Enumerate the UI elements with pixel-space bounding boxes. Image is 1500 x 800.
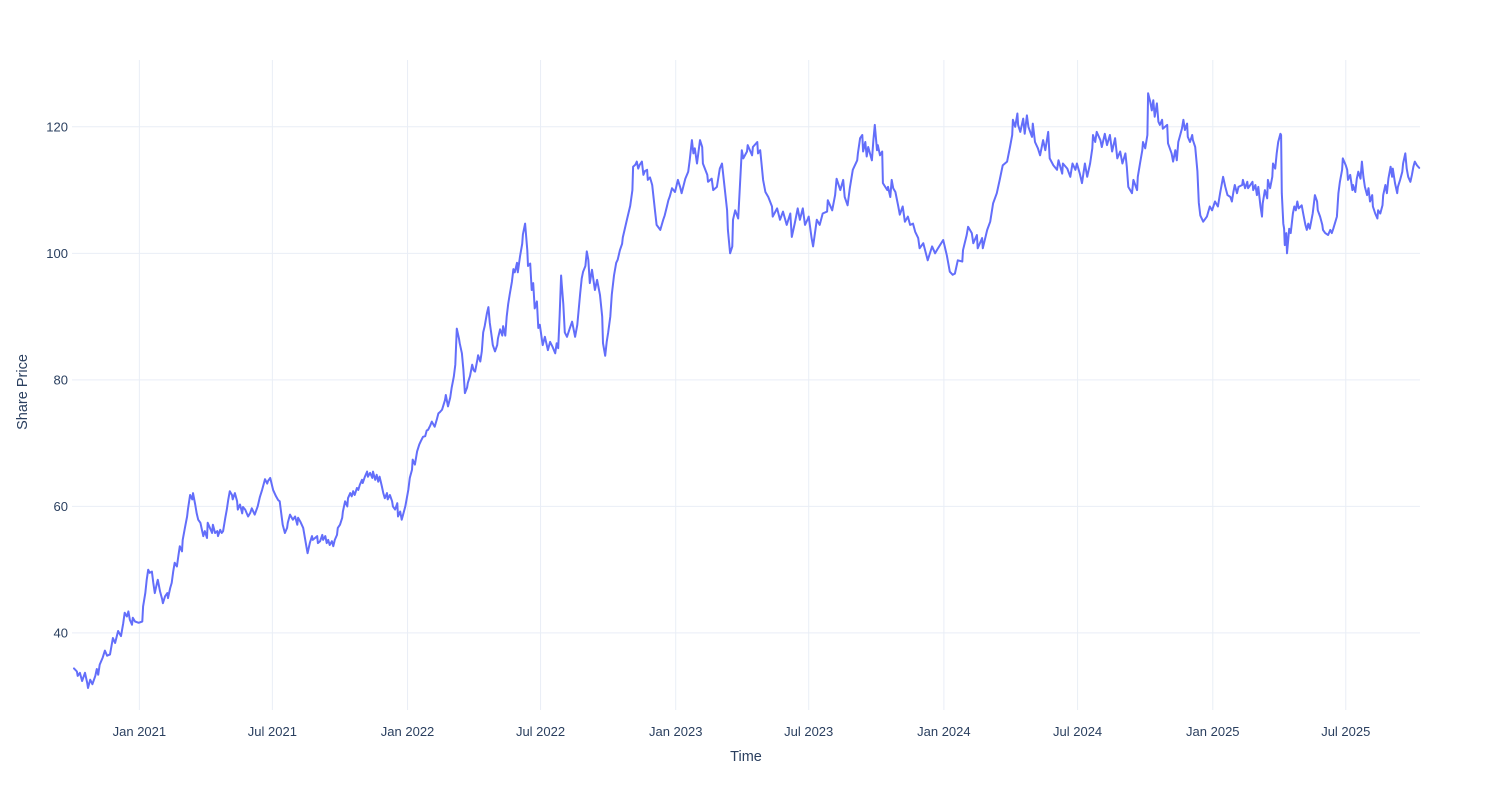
x-tick-label: Jul 2022 [516,724,565,739]
x-tick-label: Jul 2024 [1053,724,1102,739]
x-tick-label: Jan 2025 [1186,724,1240,739]
plot-area[interactable] [72,60,1420,710]
x-axis-title: Time [730,749,762,765]
price-line-series [73,92,1421,689]
series-path [73,92,1421,689]
x-tick-label: Jan 2023 [649,724,703,739]
y-tick-label: 120 [46,119,68,134]
x-tick-label: Jul 2021 [248,724,297,739]
y-tick-label: 60 [54,499,68,514]
x-tick-label: Jul 2025 [1321,724,1370,739]
gridlines [72,60,1420,710]
x-tick-label: Jan 2024 [917,724,971,739]
y-tick-label: 80 [54,372,68,387]
x-tick-label: Jul 2023 [784,724,833,739]
x-tick-label: Jan 2021 [113,724,167,739]
y-axis-title: Share Price [15,354,31,430]
y-tick-label: 100 [46,246,68,261]
y-axis-tick-labels: 40 60 80 100 120 [46,119,68,640]
y-tick-label: 40 [54,625,68,640]
x-tick-label: Jan 2022 [381,724,435,739]
x-axis-tick-labels: Jan 2021 Jul 2021 Jan 2022 Jul 2022 Jan 2023… [113,724,1371,739]
